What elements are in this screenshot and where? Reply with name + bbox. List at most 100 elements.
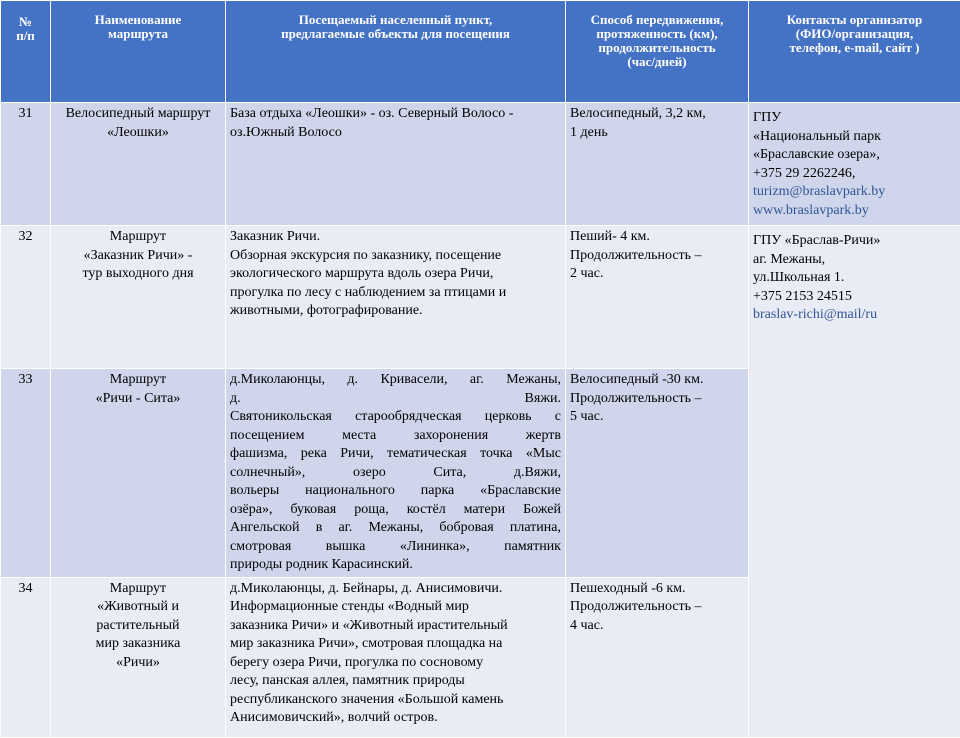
cell-line: посещением места захоронения жертв <box>230 427 561 446</box>
cell-line: природы родник Карасинский. <box>230 556 561 575</box>
cell-line: Посещаемый населенный пункт, <box>230 13 561 27</box>
cell-line: телефон, e-mail, сайт ) <box>753 41 956 55</box>
cell-line: «Ричи» <box>55 654 221 673</box>
cell-line: тур выходного дня <box>55 265 221 284</box>
cell-line: Обзорная экскурсия по заказнику, посещен… <box>230 247 561 266</box>
cell-line: Пешеходный -6 км. <box>570 580 744 599</box>
cell-line: вольеры национального парка «Браславские <box>230 482 561 501</box>
cell-line: берегу озера Ричи, прогулка по сосновому <box>230 654 561 673</box>
cell-line: «Заказник Ричи» - <box>55 247 221 266</box>
cell-line: солнечный», озеро Сита, д.Вяжи, <box>230 464 561 483</box>
route-number: 31 <box>1 103 51 226</box>
cell-line: предлагаемые объекты для посещения <box>230 27 561 41</box>
cell-line: 1 день <box>570 124 744 143</box>
cell-line: Заказник Ричи. <box>230 228 561 247</box>
route-places: Заказник Ричи.Обзорная экскурсия по зака… <box>226 226 566 369</box>
cell-line: № <box>5 15 46 29</box>
cell-line: прогулка по лесу с наблюдением за птицам… <box>230 284 561 303</box>
cell-line: +375 2153 24515 <box>753 288 956 307</box>
cell-line: Продолжительность – <box>570 598 744 617</box>
route-number: 32 <box>1 226 51 369</box>
cell-line: аг. Межаны, <box>753 251 956 270</box>
cell-line: животными, фотографирование. <box>230 302 561 321</box>
cell-line: Велосипедный -30 км. <box>570 371 744 390</box>
cell-line: (час/дней) <box>570 55 744 69</box>
cell-line: республиканского значения «Большой камен… <box>230 691 561 710</box>
route-transport: Пешеходный -6 км.Продолжительность –4 ча… <box>566 577 749 737</box>
route-name: Маршрут«Заказник Ричи» -тур выходного дн… <box>51 226 226 369</box>
route-number: 33 <box>1 369 51 578</box>
header-cell: Посещаемый населенный пункт,предлагаемые… <box>226 1 566 103</box>
cell-line: Наименование <box>55 13 221 27</box>
cell-line: д. Вяжи. <box>230 390 561 409</box>
cell-line: Маршрут <box>55 580 221 599</box>
route-places: База отдыха «Леошки» - оз. Северный Воло… <box>226 103 566 226</box>
route-contacts: ГПУ «Национальный парк «Браславские озер… <box>749 103 960 226</box>
cell-line: смотровая вышка «Лининка», памятник <box>230 538 561 557</box>
cell-line: Контакты организатор <box>753 13 956 27</box>
cell-line: растительный <box>55 617 221 636</box>
cell-line: (ФИО/организация, <box>753 27 956 41</box>
cell-line: ул.Школьная 1. <box>753 269 956 288</box>
cell-line: лесу, панская аллея, памятник природы <box>230 672 561 691</box>
cell-line: экологического маршрута вдоль озера Ричи… <box>230 265 561 284</box>
cell-line: мир заказника <box>55 635 221 654</box>
cell-line: Святоникольская старообрядческая церковь… <box>230 408 561 427</box>
route-transport: Велосипедный, 3,2 км, 1 день <box>566 103 749 226</box>
route-places: д.Миколаюнцы, д. Бейнары, д. Анисимовичи… <box>226 577 566 737</box>
cell-line: «Браславские озера», <box>753 146 956 165</box>
route-transport: Пеший- 4 км.Продолжительность –2 час. <box>566 226 749 369</box>
cell-line: Анисимовичский», волчий остров. <box>230 709 561 728</box>
route-transport: Велосипедный -30 км.Продолжительность –5… <box>566 369 749 578</box>
cell-line: заказника Ричи» и «Животный ирастительны… <box>230 617 561 636</box>
contact-link[interactable]: www.braslavpark.by <box>753 202 956 221</box>
cell-line: 4 час. <box>570 617 744 636</box>
cell-line: «Ричи - Сита» <box>55 390 221 409</box>
route-number: 34 <box>1 577 51 737</box>
cell-line: «Животный и <box>55 598 221 617</box>
cell-line: Способ передвижения, <box>570 13 744 27</box>
cell-line: ГПУ «Браслав-Ричи» <box>753 232 956 251</box>
cell-line: ГПУ <box>753 109 956 128</box>
cell-line: п/п <box>5 29 46 43</box>
cell-line: «Леошки» <box>55 124 221 143</box>
cell-line: Маршрут <box>55 228 221 247</box>
cell-line: д.Миколаюнцы, д. Бейнары, д. Анисимовичи… <box>230 580 561 599</box>
cell-line: 2 час. <box>570 265 744 284</box>
cell-line: Велосипедный маршрут <box>55 105 221 124</box>
cell-line: Ангельской в аг. Межаны, бобровая платин… <box>230 519 561 538</box>
cell-line: продолжительность <box>570 41 744 55</box>
cell-line: д.Миколаюнцы, д. Кривасели, аг. Межаны, <box>230 371 561 390</box>
cell-line: маршрута <box>55 27 221 41</box>
route-name: Маршрут«Ричи - Сита» <box>51 369 226 578</box>
header-cell: Контакты организатор(ФИО/организация,тел… <box>749 1 960 103</box>
cell-line: Продолжительность – <box>570 390 744 409</box>
cell-line: +375 29 2262246, <box>753 165 956 184</box>
route-name: Велосипедный маршрут«Леошки» <box>51 103 226 226</box>
route-places: д.Миколаюнцы, д. Кривасели, аг. Межаны,д… <box>226 369 566 578</box>
cell-line: «Национальный парк <box>753 128 956 147</box>
cell-line: фашизма, река Ричи, тематическая точка «… <box>230 445 561 464</box>
cell-line: Пеший- 4 км. <box>570 228 744 247</box>
cell-line: Велосипедный, 3,2 км, <box>570 105 744 124</box>
cell-line: Продолжительность – <box>570 247 744 266</box>
cell-line: Маршрут <box>55 371 221 390</box>
contact-link[interactable]: braslav-richi@mail/ru <box>753 306 956 325</box>
contact-link[interactable]: turizm@braslavpark.by <box>753 183 956 202</box>
cell-line: оз.Южный Волосо <box>230 124 561 143</box>
cell-line: 5 час. <box>570 408 744 427</box>
cell-line: мир заказника Ричи», смотровая площадка … <box>230 635 561 654</box>
route-contacts: ГПУ «Браслав-Ричи»аг. Межаны,ул.Школьная… <box>749 226 960 738</box>
cell-line: протяженность (км), <box>570 27 744 41</box>
cell-line: озёра», буковая роща, костёл матери Боже… <box>230 501 561 520</box>
header-cell: Способ передвижения,протяженность (км),п… <box>566 1 749 103</box>
cell-line: База отдыха «Леошки» - оз. Северный Воло… <box>230 105 561 124</box>
cell-line: Информационные стенды «Водный мир <box>230 598 561 617</box>
